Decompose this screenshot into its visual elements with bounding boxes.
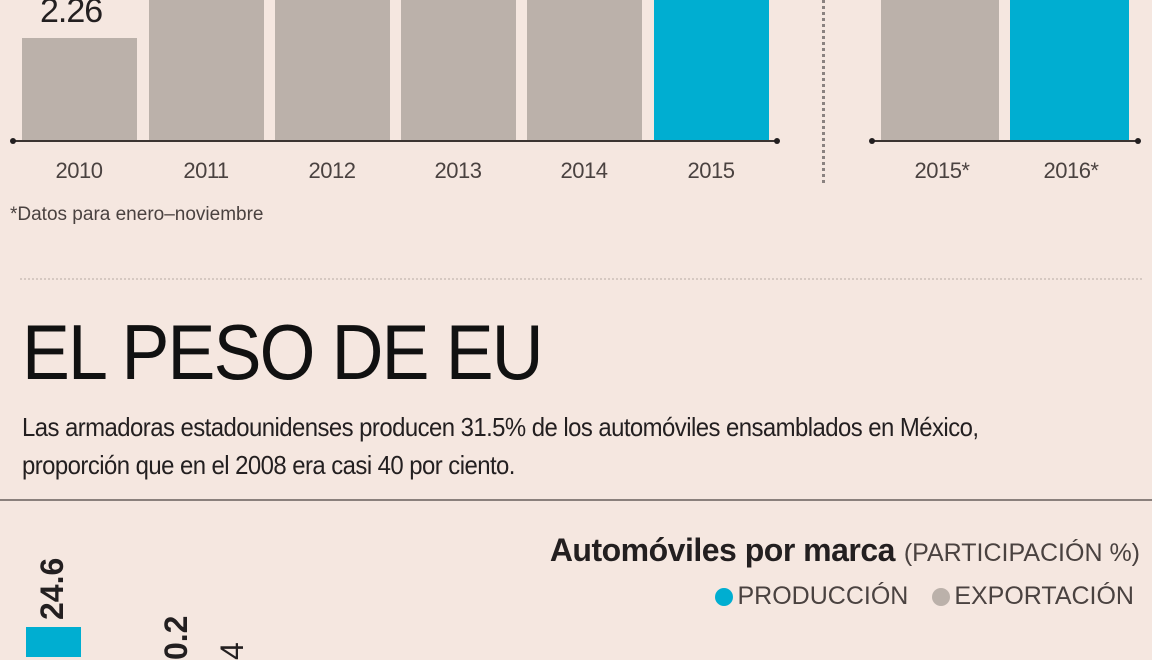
legend-exportacion-label: EXPORTACIÓN — [954, 582, 1134, 610]
chart-legend: PRODUCCIÓN EXPORTACIÓN — [699, 582, 1134, 611]
x-tick-2011: 2011 — [183, 158, 229, 183]
bar-2013 — [401, 0, 516, 141]
axis-endpoint-left-right — [869, 138, 875, 144]
legend-produccion: PRODUCCIÓN — [715, 582, 908, 611]
brand-bar-3-value: 4 — [214, 642, 250, 660]
brand-bar-2-value: 0.2 — [158, 615, 194, 660]
bar-2012 — [275, 0, 390, 141]
axis-endpoint-right-right — [1135, 138, 1141, 144]
x-tick-2010: 2010 — [55, 158, 103, 183]
footnote: *Datos para enero–noviembre — [10, 204, 264, 225]
chart-divider — [822, 0, 825, 183]
x-tick-2015: 2015 — [687, 158, 735, 183]
bar-2015 — [654, 0, 769, 141]
x-axis-right — [873, 140, 1139, 142]
bar-2015-partial — [881, 0, 999, 141]
x-axis — [14, 140, 778, 142]
horizontal-rule — [0, 499, 1152, 501]
legend-produccion-label: PRODUCCIÓN — [737, 582, 909, 610]
section-title: EL PESO DE EU — [22, 308, 544, 396]
bar-2010-value: 2.26 — [40, 0, 103, 30]
x-tick-2014: 2014 — [560, 158, 608, 183]
chart-unit: (PARTICIPACIÓN %) — [903, 539, 1140, 567]
bar-2011 — [149, 0, 264, 141]
legend-dot-blue-icon — [715, 587, 734, 606]
chart-title-text: Automóviles por marca — [549, 532, 896, 568]
brand-bar-1 — [26, 627, 81, 657]
x-tick-2016-star: 2016* — [1043, 158, 1099, 183]
x-tick-2013: 2013 — [434, 158, 482, 183]
x-tick-2012: 2012 — [308, 158, 356, 183]
bar-2016-partial — [1010, 0, 1129, 141]
bar-2014 — [527, 0, 642, 141]
brand-bar-1-value: 24.6 — [34, 557, 70, 620]
chart-title: Automóviles por marca (PARTICIPACIÓN %) — [550, 532, 1140, 569]
bar-2010 — [22, 38, 137, 141]
axis-endpoint-right — [774, 138, 780, 144]
axis-endpoint-left — [10, 138, 16, 144]
legend-exportacion: EXPORTACIÓN — [932, 582, 1134, 611]
x-tick-2015-star: 2015* — [914, 158, 970, 183]
section-description: Las armadoras estadounidenses producen 3… — [22, 412, 979, 480]
section-divider — [20, 278, 1142, 280]
legend-dot-gray-icon — [932, 587, 951, 606]
